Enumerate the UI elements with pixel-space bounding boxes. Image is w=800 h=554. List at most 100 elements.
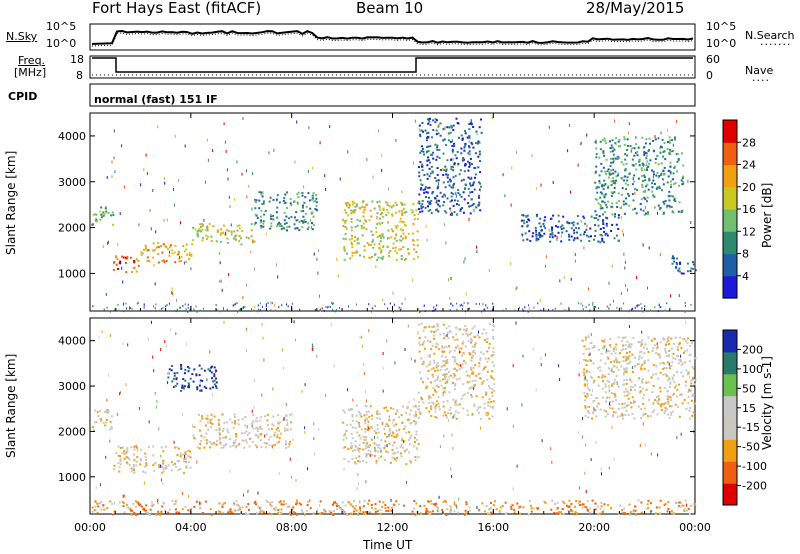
data-cell bbox=[321, 512, 324, 515]
data-cell bbox=[624, 406, 627, 409]
freq-panel bbox=[89, 55, 696, 79]
colorbar-tick-label: 20 bbox=[742, 181, 756, 194]
data-cell bbox=[358, 450, 361, 453]
noise-left-tick-top: 10^5 bbox=[46, 20, 77, 33]
data-cell bbox=[209, 446, 211, 449]
data-cell bbox=[670, 337, 673, 340]
data-cell bbox=[152, 256, 155, 259]
data-speckle bbox=[642, 163, 644, 167]
data-cell bbox=[663, 172, 666, 175]
data-cell bbox=[470, 339, 473, 342]
data-cell bbox=[434, 390, 437, 393]
data-cell bbox=[656, 346, 659, 349]
data-cell bbox=[135, 501, 138, 504]
data-cell bbox=[491, 377, 494, 379]
data-cell bbox=[653, 173, 655, 176]
data-speckle bbox=[185, 308, 187, 311]
data-speckle bbox=[400, 307, 402, 311]
data-cell bbox=[384, 440, 387, 443]
data-speckle bbox=[583, 377, 585, 381]
data-cell bbox=[629, 401, 632, 404]
data-speckle bbox=[273, 148, 275, 152]
data-cell bbox=[443, 210, 446, 213]
colorbar-tick-label: 8 bbox=[742, 248, 749, 261]
data-speckle bbox=[158, 309, 160, 312]
data-cell bbox=[442, 152, 445, 155]
data-cell bbox=[167, 376, 170, 379]
data-speckle bbox=[312, 166, 314, 170]
data-speckle bbox=[479, 302, 480, 305]
data-speckle bbox=[690, 303, 692, 306]
data-cell bbox=[680, 272, 683, 275]
data-cell bbox=[141, 252, 144, 255]
colorbar-tick-label: 100 bbox=[742, 363, 763, 376]
data-cell bbox=[455, 399, 457, 402]
data-cell bbox=[671, 512, 674, 515]
data-cell bbox=[196, 235, 199, 238]
data-cell bbox=[378, 205, 381, 207]
data-speckle bbox=[684, 301, 686, 304]
data-cell bbox=[226, 421, 228, 424]
data-cell bbox=[297, 191, 300, 194]
data-cell bbox=[641, 387, 644, 390]
data-cell bbox=[254, 221, 257, 224]
data-speckle bbox=[247, 490, 249, 494]
data-cell bbox=[604, 385, 607, 388]
data-cell bbox=[619, 415, 622, 418]
data-cell bbox=[649, 142, 651, 145]
data-speckle bbox=[149, 208, 151, 212]
data-cell bbox=[238, 227, 241, 230]
data-cell bbox=[277, 413, 280, 416]
data-cell bbox=[625, 197, 628, 200]
data-cell bbox=[173, 372, 176, 375]
data-cell bbox=[466, 409, 469, 412]
data-cell bbox=[145, 509, 147, 512]
data-cell bbox=[687, 395, 690, 398]
data-cell bbox=[640, 417, 643, 419]
data-cell bbox=[640, 501, 643, 504]
data-cell bbox=[443, 377, 446, 380]
data-cell bbox=[343, 246, 346, 249]
data-speckle bbox=[166, 304, 168, 307]
data-cell bbox=[154, 461, 157, 464]
data-cell bbox=[413, 445, 416, 448]
data-speckle bbox=[297, 202, 299, 205]
data-cell bbox=[633, 384, 636, 387]
velocity-panel bbox=[89, 317, 697, 516]
data-cell bbox=[441, 346, 444, 349]
data-cell bbox=[626, 179, 628, 182]
data-cell bbox=[151, 249, 154, 252]
data-speckle bbox=[533, 306, 535, 309]
data-cell bbox=[140, 251, 143, 254]
data-cell bbox=[460, 152, 463, 155]
data-cell bbox=[156, 246, 158, 249]
data-cell bbox=[370, 506, 373, 509]
data-cell bbox=[391, 230, 394, 233]
data-cell bbox=[396, 252, 399, 255]
data-cell bbox=[619, 207, 622, 209]
data-cell bbox=[640, 356, 643, 359]
data-cell bbox=[537, 234, 540, 237]
data-cell bbox=[652, 170, 655, 173]
data-speckle bbox=[371, 307, 373, 309]
data-cell bbox=[689, 388, 692, 391]
data-cell bbox=[343, 457, 346, 460]
data-cell bbox=[468, 333, 471, 336]
data-cell bbox=[622, 200, 625, 203]
data-cell bbox=[390, 509, 393, 512]
data-cell bbox=[623, 394, 626, 397]
data-cell bbox=[433, 352, 436, 355]
data-speckle bbox=[650, 309, 651, 312]
data-cell bbox=[420, 512, 423, 515]
data-speckle bbox=[539, 298, 541, 302]
data-cell bbox=[568, 235, 571, 238]
data-cell bbox=[433, 361, 436, 364]
data-cell bbox=[680, 346, 683, 349]
data-cell bbox=[443, 201, 446, 203]
data-speckle bbox=[270, 309, 272, 312]
data-cell bbox=[522, 506, 525, 509]
data-cell bbox=[384, 425, 387, 428]
data-cell bbox=[603, 339, 606, 342]
data-cell bbox=[376, 428, 379, 431]
data-cell bbox=[668, 386, 671, 389]
